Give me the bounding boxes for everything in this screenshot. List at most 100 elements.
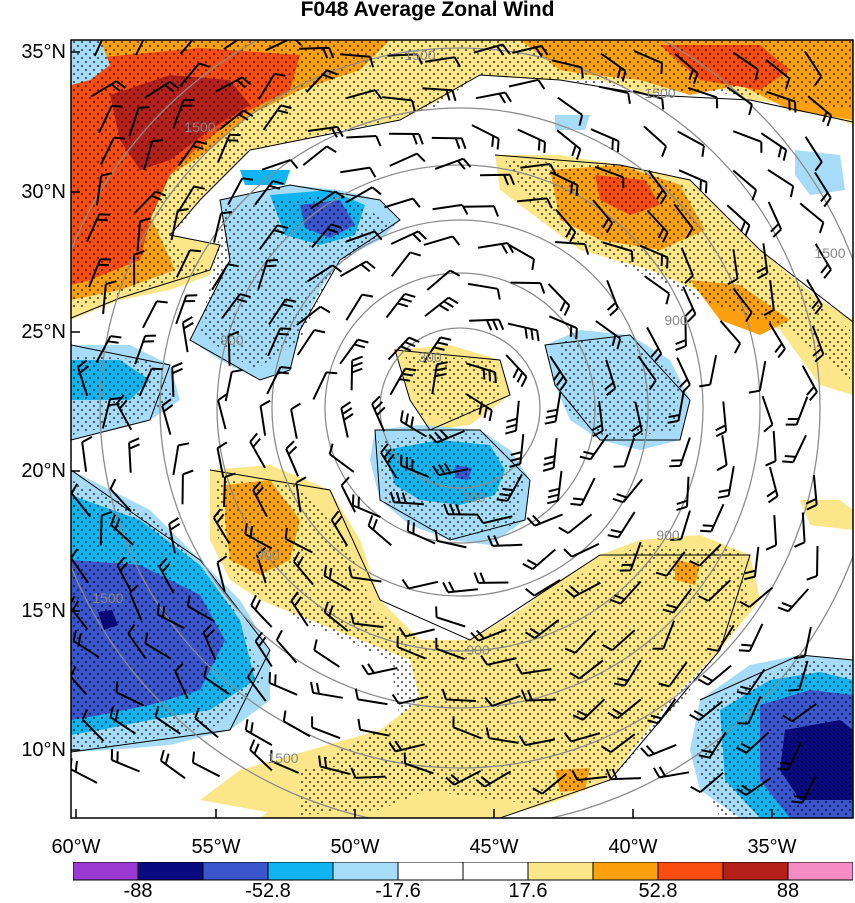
wind-barb-staff [224, 477, 225, 507]
wind-barb-flag [108, 341, 119, 342]
contour-label: 1500 [814, 245, 845, 261]
wind-barb-flag [737, 723, 748, 724]
wind-barb-staff [352, 360, 353, 390]
wind-barb-flag [158, 604, 159, 615]
wind-barb-flag [325, 757, 326, 768]
lon-label-45w: 45°W [454, 836, 534, 859]
contour-label: 1500 [404, 47, 435, 63]
wind-barb-flag [152, 369, 163, 370]
colorbar-swatch [658, 862, 723, 880]
colorbar-swatch [268, 862, 333, 880]
wind-barb-flag [114, 138, 125, 139]
wind-barb-staff [480, 175, 510, 176]
wind-barb-flag [353, 494, 354, 505]
wind-barb-flag [544, 142, 545, 153]
wind-barb-staff [817, 546, 818, 576]
contour-label: 900 [466, 642, 490, 658]
wind-barb-flag [785, 456, 796, 457]
wind-barb-flag [662, 255, 663, 266]
wind-barb-staff [172, 367, 173, 397]
lon-label-60w: 60°W [36, 836, 116, 859]
wind-barb-flag [97, 220, 108, 221]
wind-barb-flag [573, 499, 584, 500]
wind-barb-flag [242, 178, 253, 179]
wind-barb-flag [149, 28, 160, 29]
wind-barb-flag [139, 107, 150, 108]
wind-barb-flag [99, 214, 110, 215]
contour-label: 900 [664, 312, 688, 328]
contour-label: 1500 [644, 85, 675, 101]
wind-barb-flag [107, 29, 118, 30]
contour-label: 900 [656, 527, 680, 543]
contour-label: 900 [256, 547, 280, 563]
wind-barb-flag [706, 182, 707, 193]
wind-barb-flag [408, 520, 409, 531]
wind-barb-flag [618, 141, 619, 152]
contour-label: 1500 [92, 590, 123, 606]
wind-barb-flag [281, 367, 292, 368]
wind-barb-flag [200, 31, 210, 35]
wind-barb-flag [739, 650, 750, 651]
wind-barb-flag [570, 504, 581, 505]
wind-barb-flag [193, 752, 194, 763]
wind-barb-flag [700, 180, 701, 191]
wind-barb-flag [741, 645, 752, 646]
wind-barb-staff [464, 206, 494, 207]
wind-barb-flag [539, 140, 540, 151]
lat-label-15n: 15°N [0, 601, 66, 621]
wind-barb-staff [526, 700, 556, 701]
wind-barb-flag [612, 139, 613, 150]
wind-barb-flag [319, 756, 320, 767]
lat-label-20n: 20°N [0, 461, 66, 481]
wind-barb-flag [275, 674, 276, 685]
lat-label-25n: 25°N [0, 322, 66, 342]
wind-barb-flag [571, 183, 572, 194]
wind-barb-flag [788, 690, 799, 691]
contour-label: 300 [418, 349, 442, 365]
wind-barb-flag [632, 251, 633, 262]
wind-barb-flag [196, 36, 206, 40]
wind-barb-flag [265, 266, 276, 267]
wind-barb-flag [498, 139, 499, 150]
lat-label-30n: 30°N [0, 182, 66, 202]
wind-barb-flag [280, 328, 291, 329]
wind-barb-flag [326, 372, 337, 373]
contour-label: 300 [462, 489, 486, 505]
wind-barb-flag [661, 63, 662, 74]
wind-barb-flag [111, 336, 122, 337]
wind-barb-flag [152, 140, 163, 141]
wind-barb-flag [667, 257, 668, 268]
wind-barb-flag [112, 106, 123, 107]
lon-label-40w: 40°W [593, 836, 673, 859]
lon-label-55w: 55°W [176, 836, 256, 859]
wind-barb-flag [267, 260, 278, 261]
contour-label: 1500 [267, 750, 298, 766]
colorbar-swatch [723, 862, 788, 880]
wind-barb-staff [469, 320, 499, 321]
wind-barb-flag [278, 372, 289, 373]
wind-barb-flag [190, 250, 201, 251]
wind-barb-flag [717, 97, 718, 108]
wind-barb-flag [286, 528, 287, 539]
colorbar-swatch [593, 862, 658, 880]
contour-label: 900 [220, 332, 244, 348]
wind-barb-flag [576, 328, 577, 339]
wind-barb-flag [436, 606, 437, 617]
wind-barb-flag [146, 34, 157, 35]
colorbar-swatch [398, 862, 463, 880]
wind-barb-staff [299, 48, 329, 49]
colorbar-swatch [138, 862, 203, 880]
wind-barb-flag [492, 136, 493, 147]
wind-barb-flag [413, 523, 414, 534]
wind-barb-flag [278, 334, 289, 335]
wind-barb-staff [492, 545, 522, 546]
wind-barb-flag [577, 185, 578, 196]
wind-barb-flag [778, 769, 789, 770]
wind-barb-flag [116, 681, 117, 692]
contour-label: 1500 [184, 119, 215, 135]
wind-barb-flag [484, 369, 485, 380]
wind-barb-flag [495, 372, 496, 383]
wind-barb-flag [780, 763, 791, 764]
wind-barb-flag [76, 761, 77, 772]
